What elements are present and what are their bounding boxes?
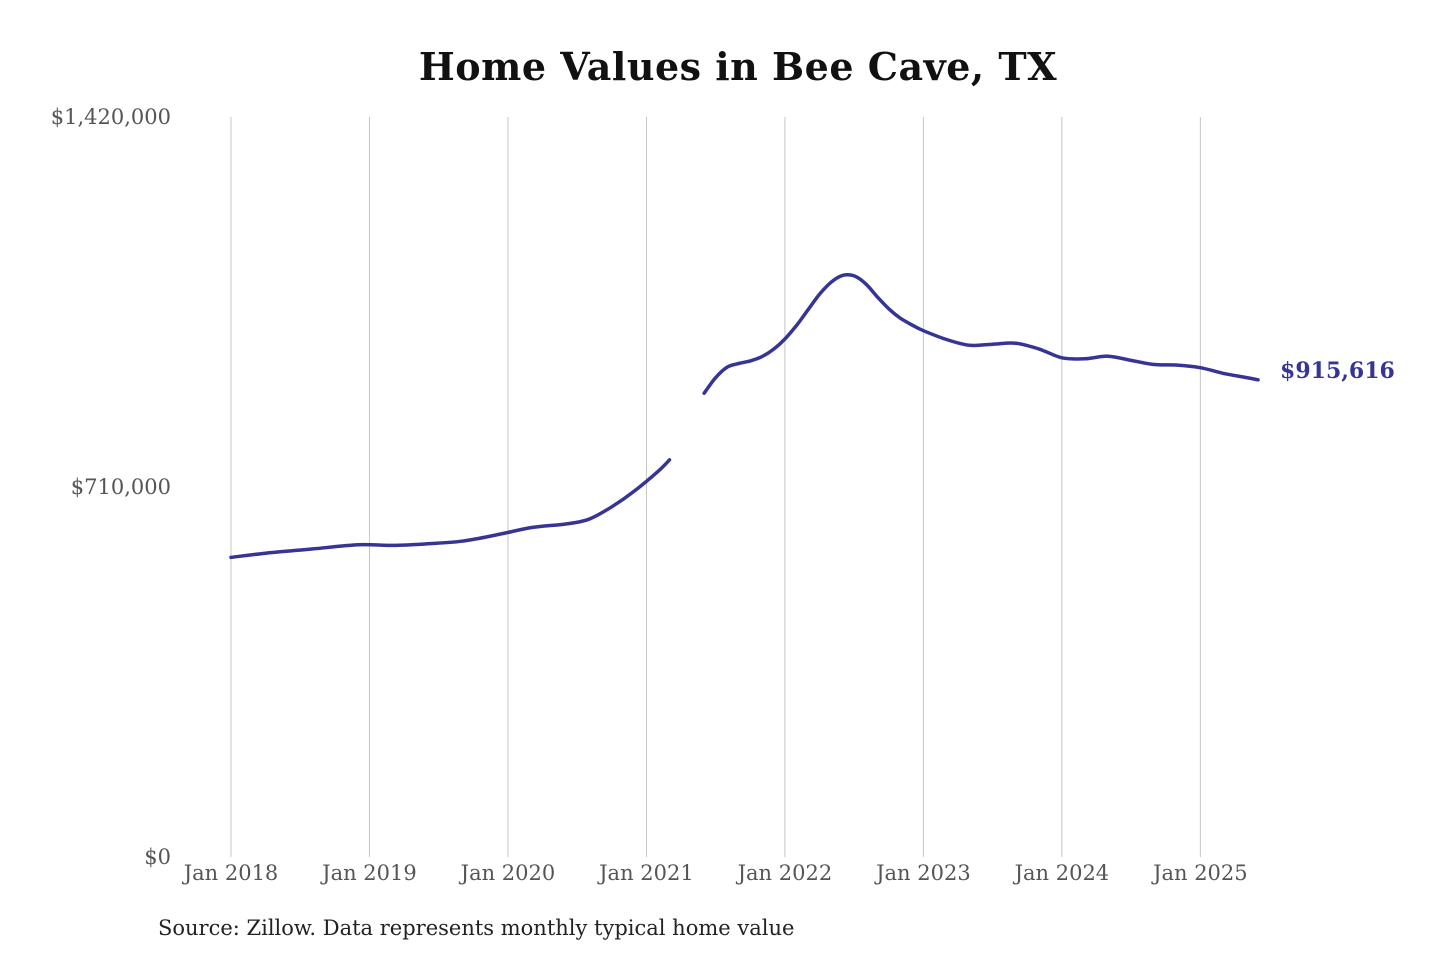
line-chart: $0$710,000$1,420,000 Jan 2018 Jan 2019 Jan… — [51, 105, 1395, 885]
x-tick-label: Jan 2024 — [1013, 861, 1110, 885]
series-line-segment — [702, 273, 1260, 395]
end-label-layer: $915,616 — [1280, 358, 1395, 384]
y-tick-label: $1,420,000 — [51, 105, 171, 129]
x-tick-label: Jan 2018 — [182, 861, 279, 885]
gridlines — [230, 117, 1201, 857]
x-tick-label: Jan 2020 — [459, 861, 556, 885]
x-axis-ticks: Jan 2018 Jan 2019 Jan 2020 Jan 2021 Jan 2022… — [182, 861, 1248, 885]
y-axis-ticks: $0 $710,000 $1,420,000 — [51, 105, 171, 869]
y-tick-label: $0 — [144, 845, 171, 869]
chart-title: Home Values in Bee Cave, TX — [418, 44, 1058, 89]
end-value-label: $915,616 — [1280, 358, 1395, 384]
x-tick-label: Jan 2021 — [597, 861, 694, 885]
source-note: Source: Zillow. Data represents monthly … — [158, 916, 795, 940]
y-tick-label: $710,000 — [71, 475, 171, 499]
x-tick-label: Jan 2019 — [320, 861, 417, 885]
x-tick-label: Jan 2022 — [736, 861, 833, 885]
series-layer — [229, 273, 1260, 560]
series-line-segment — [229, 458, 672, 560]
x-tick-label: Jan 2025 — [1151, 861, 1248, 885]
x-tick-label: Jan 2023 — [874, 861, 971, 885]
